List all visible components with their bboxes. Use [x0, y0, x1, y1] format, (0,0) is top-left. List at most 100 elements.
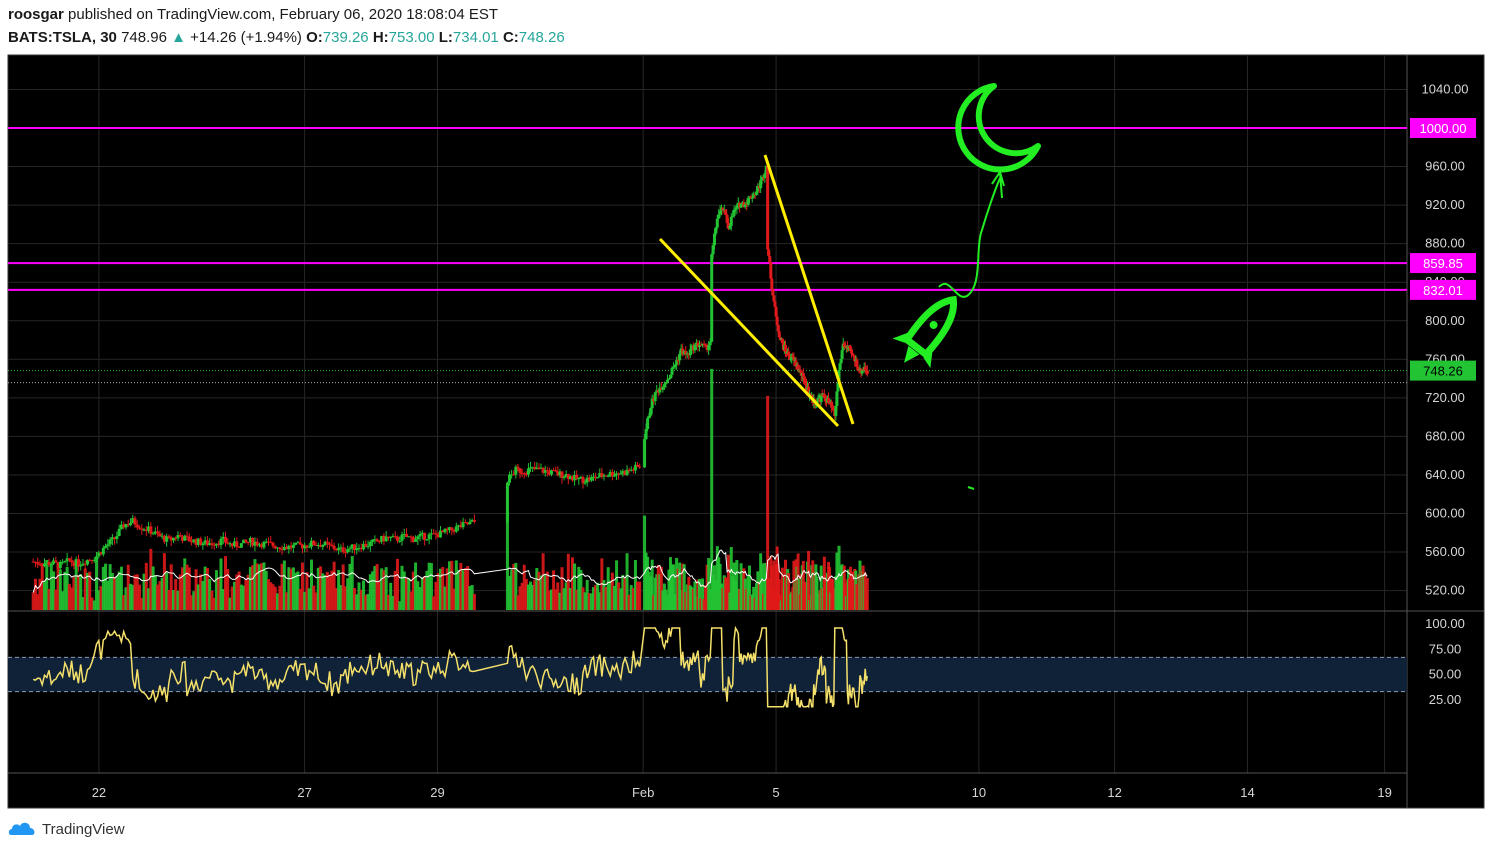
- candle-body: [273, 546, 277, 549]
- candle-body: [251, 537, 255, 546]
- candle-body: [450, 527, 454, 531]
- volume-bar: [110, 572, 114, 610]
- volume-bar: [470, 585, 474, 610]
- candle-body: [550, 470, 554, 475]
- volume-bar: [67, 583, 71, 610]
- time-tick: 14: [1240, 785, 1254, 800]
- candle-body: [661, 387, 665, 390]
- tradingview-logo[interactable]: TradingView: [8, 820, 125, 838]
- candle-body: [514, 466, 518, 475]
- volume-bar: [621, 574, 625, 610]
- candle-body: [602, 475, 606, 477]
- volume-bar: [169, 564, 173, 610]
- rocket-icon: [892, 295, 957, 369]
- candle-body: [714, 227, 718, 234]
- candle-body: [522, 473, 526, 475]
- candle-body: [851, 353, 855, 356]
- volume-bar: [47, 588, 51, 610]
- candle-body: [398, 540, 402, 542]
- candle-body: [224, 536, 228, 543]
- candle-body: [796, 364, 800, 371]
- candle-body: [520, 473, 524, 475]
- candle-body: [794, 360, 798, 367]
- volume-bar: [851, 571, 855, 610]
- low-value: 734.01: [452, 29, 499, 46]
- volume-bar: [104, 563, 108, 610]
- volume-bar: [658, 574, 662, 610]
- volume-bar: [606, 567, 610, 610]
- volume-bar: [108, 564, 112, 610]
- candle-body: [208, 543, 212, 546]
- volume-bar: [649, 576, 653, 610]
- volume-bar: [529, 581, 533, 610]
- candle-body: [266, 541, 270, 543]
- volume-bar: [334, 588, 338, 610]
- candle-body: [541, 467, 545, 473]
- candle-body: [545, 470, 549, 472]
- candle-body: [693, 344, 697, 351]
- candle-body: [516, 466, 520, 469]
- volume-bar: [323, 575, 327, 610]
- volume-bar: [194, 569, 198, 610]
- candle-body: [217, 543, 221, 546]
- candle-body: [711, 245, 715, 255]
- volume-bar: [124, 587, 128, 610]
- volume-bar: [314, 592, 318, 610]
- high-label: H:: [372, 29, 389, 46]
- candle-body: [756, 186, 760, 192]
- volume-bar: [636, 581, 640, 610]
- candle-body: [239, 543, 243, 548]
- candle-body: [672, 367, 676, 369]
- candle-body: [531, 466, 535, 468]
- level-label: 1000.00: [1420, 121, 1467, 136]
- candle-body: [405, 533, 409, 538]
- author-name[interactable]: roosgar: [8, 6, 64, 23]
- volume-bar: [312, 585, 316, 610]
- candle-body: [45, 561, 49, 564]
- candle-body: [212, 544, 216, 546]
- volume-bar: [58, 569, 62, 610]
- volume-bar: [156, 584, 160, 610]
- candle-body: [644, 429, 648, 440]
- candle-body: [115, 536, 119, 540]
- candle-body: [526, 468, 530, 475]
- volume-bar: [587, 592, 591, 610]
- volume-bar: [701, 578, 705, 610]
- candle-body: [176, 534, 180, 539]
- candle-body: [838, 363, 842, 371]
- candle-body: [65, 558, 69, 562]
- candle-body: [314, 544, 318, 546]
- candle-body: [702, 343, 706, 345]
- volume-bar: [253, 559, 257, 610]
- volume-bar: [708, 589, 712, 610]
- volume-bar: [391, 595, 395, 610]
- time-axis: 22 27 29 Feb 5 10 12 14 19: [92, 785, 1392, 800]
- candle-body: [629, 469, 633, 471]
- volume-bar: [579, 569, 583, 610]
- candle-body: [321, 544, 325, 547]
- candle-body: [122, 524, 126, 528]
- volume-bar: [452, 588, 456, 610]
- volume-bar: [441, 567, 445, 610]
- candle-body: [816, 398, 820, 403]
- candle-body: [774, 306, 778, 317]
- candle-body: [135, 524, 139, 528]
- volume-bar: [205, 567, 209, 610]
- price-tick: 800.00: [1425, 313, 1465, 328]
- volume-bar: [560, 567, 564, 610]
- price-tick: 1040.00: [1422, 81, 1469, 96]
- candle-body: [402, 533, 406, 535]
- volume-bar: [665, 594, 669, 610]
- volume-bar: [463, 567, 467, 610]
- volume-bar: [766, 395, 770, 610]
- high-value: 753.00: [388, 29, 435, 46]
- volume-bar: [192, 591, 196, 610]
- candle-body: [675, 360, 679, 365]
- volume-bar: [514, 562, 518, 610]
- volume-bar: [405, 577, 409, 610]
- candle-body: [151, 533, 155, 535]
- candle-body: [839, 359, 843, 364]
- candle-body: [665, 379, 669, 383]
- candle-body: [760, 176, 764, 181]
